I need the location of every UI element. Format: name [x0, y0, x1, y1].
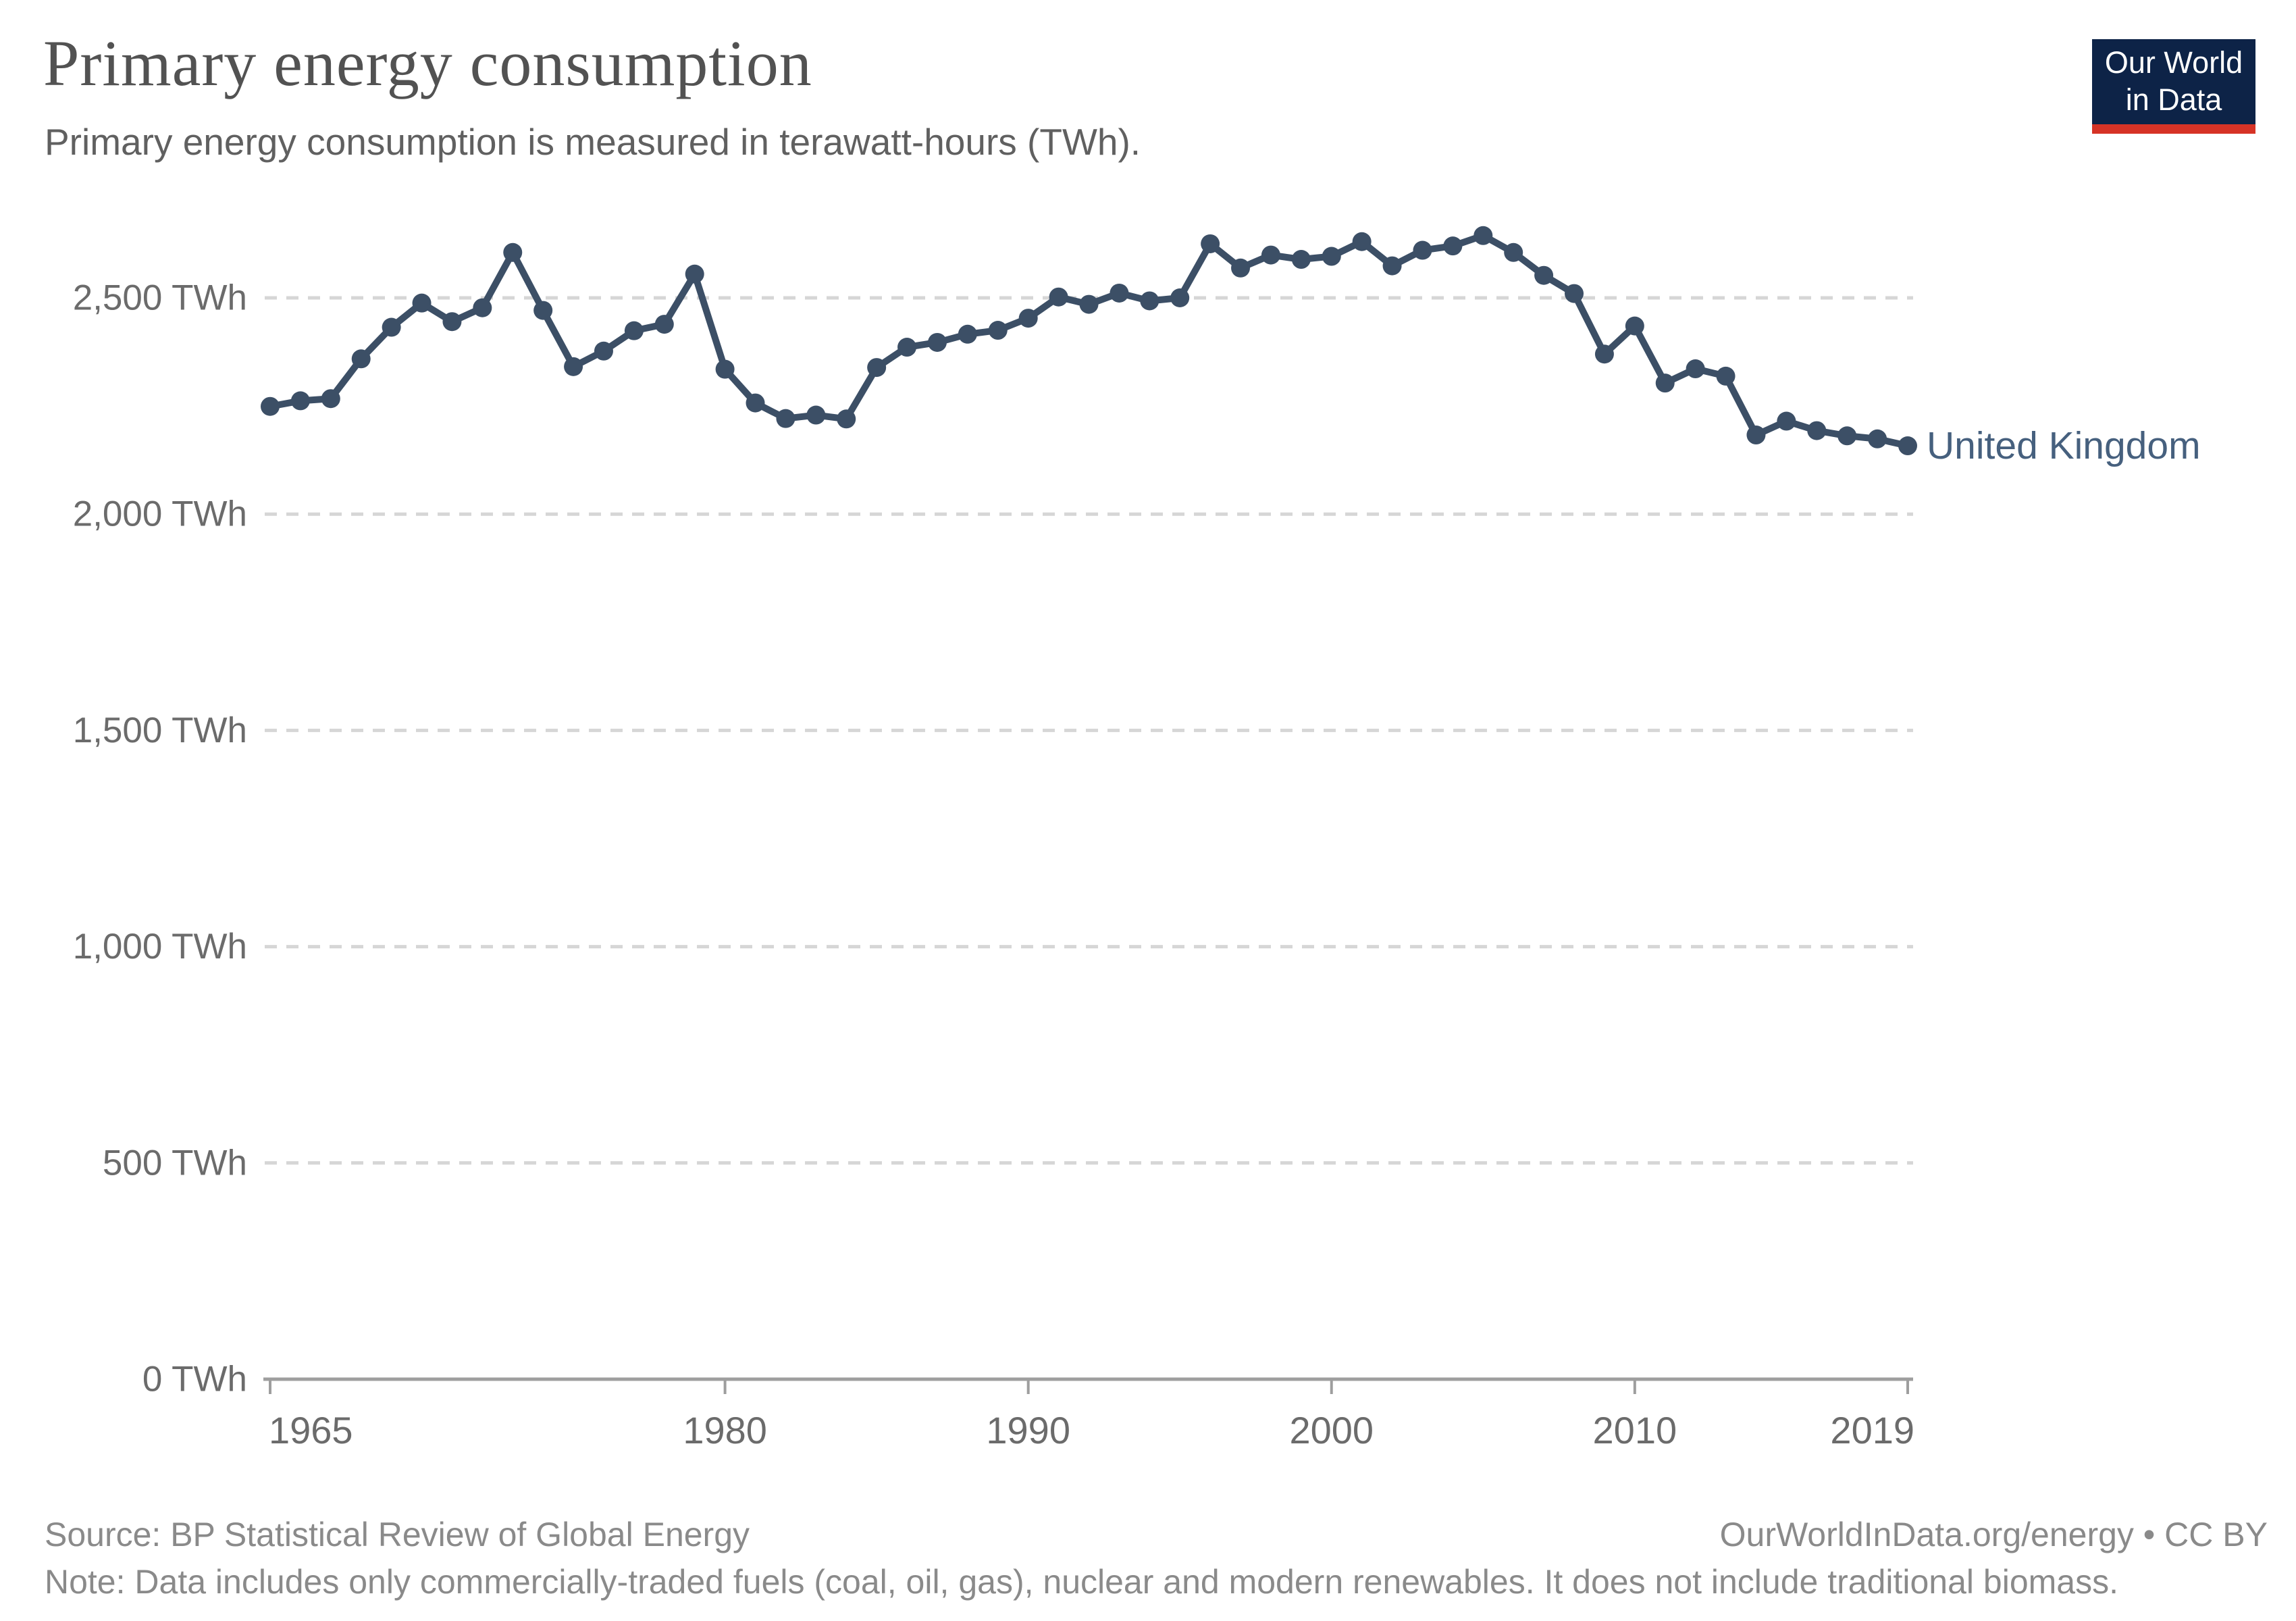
- data-point[interactable]: [1655, 374, 1675, 393]
- data-point[interactable]: [594, 341, 613, 361]
- data-point[interactable]: [776, 409, 795, 428]
- data-point[interactable]: [1868, 429, 1887, 448]
- y-tick-label: 1,500 TWh: [73, 711, 247, 750]
- data-point[interactable]: [1837, 426, 1857, 446]
- data-point[interactable]: [1565, 284, 1584, 303]
- data-point[interactable]: [1382, 256, 1402, 276]
- data-point[interactable]: [321, 389, 340, 409]
- data-point[interactable]: [867, 358, 887, 378]
- data-point[interactable]: [1504, 242, 1523, 262]
- data-point[interactable]: [1352, 232, 1372, 251]
- data-point[interactable]: [654, 315, 674, 334]
- data-point[interactable]: [1261, 245, 1280, 265]
- owid-logo-box: Our World in Data: [2092, 39, 2255, 124]
- owid-logo-line2: in Data: [2125, 82, 2222, 117]
- data-point[interactable]: [1413, 240, 1432, 260]
- owid-logo-redbar: [2092, 124, 2255, 134]
- y-tick-label: 0 TWh: [142, 1360, 247, 1399]
- data-point[interactable]: [1079, 294, 1099, 314]
- data-point[interactable]: [290, 391, 310, 411]
- x-tick-label: 2019: [1830, 1409, 1914, 1451]
- footer-note: Note: Data includes only commercially-tr…: [45, 1563, 2118, 1601]
- x-tick-label: 2010: [1593, 1409, 1677, 1451]
- data-point[interactable]: [1594, 344, 1614, 364]
- data-point[interactable]: [1898, 436, 1917, 456]
- data-point[interactable]: [533, 301, 553, 320]
- data-point[interactable]: [1746, 426, 1766, 445]
- data-point[interactable]: [624, 321, 644, 340]
- data-point[interactable]: [1291, 250, 1311, 269]
- data-point[interactable]: [1110, 283, 1129, 303]
- data-point[interactable]: [1625, 316, 1644, 336]
- owid-logo-line1: Our World: [2104, 45, 2243, 80]
- y-tick-label: 2,500 TWh: [73, 278, 247, 318]
- data-point[interactable]: [1686, 359, 1705, 379]
- data-point[interactable]: [1443, 236, 1463, 256]
- data-point[interactable]: [988, 321, 1008, 340]
- data-point[interactable]: [261, 396, 280, 416]
- data-point[interactable]: [1534, 265, 1554, 285]
- data-point[interactable]: [1049, 287, 1068, 307]
- data-point[interactable]: [1018, 309, 1038, 328]
- footer-credit-link[interactable]: OurWorldInData.org/energy • CC BY: [1719, 1516, 2268, 1553]
- data-point[interactable]: [927, 332, 947, 352]
- data-point[interactable]: [1716, 366, 1736, 386]
- y-tick-label: 2,000 TWh: [73, 494, 247, 534]
- data-point[interactable]: [1807, 421, 1827, 440]
- data-point[interactable]: [685, 264, 704, 284]
- data-point[interactable]: [837, 409, 856, 429]
- data-point[interactable]: [351, 349, 371, 369]
- data-point[interactable]: [442, 312, 462, 332]
- data-point[interactable]: [1170, 288, 1190, 307]
- y-tick-label: 500 TWh: [103, 1143, 247, 1183]
- page-title: Primary energy consumption: [43, 27, 812, 99]
- data-point[interactable]: [1777, 411, 1796, 431]
- data-point[interactable]: [897, 338, 917, 357]
- data-point[interactable]: [1140, 291, 1159, 311]
- data-point[interactable]: [1473, 226, 1493, 245]
- x-tick-label: 1965: [269, 1409, 353, 1451]
- data-point[interactable]: [564, 357, 583, 376]
- data-line-united-kingdom[interactable]: [267, 232, 1911, 450]
- data-point[interactable]: [1201, 234, 1220, 253]
- data-point[interactable]: [715, 359, 735, 379]
- data-point[interactable]: [1322, 247, 1341, 266]
- data-point[interactable]: [806, 405, 826, 425]
- data-point[interactable]: [503, 242, 523, 262]
- data-point[interactable]: [473, 298, 492, 317]
- x-tick-label: 2000: [1289, 1409, 1374, 1451]
- owid-logo[interactable]: Our World in Data: [2092, 39, 2255, 134]
- series-label[interactable]: United Kingdom: [1927, 424, 2201, 467]
- data-point[interactable]: [746, 393, 765, 413]
- y-tick-label: 1,000 TWh: [73, 927, 247, 967]
- data-point[interactable]: [1231, 258, 1251, 278]
- x-tick-label: 1990: [986, 1409, 1070, 1451]
- data-point[interactable]: [958, 324, 977, 344]
- footer-source: Source: BP Statistical Review of Global …: [45, 1516, 750, 1553]
- data-point[interactable]: [412, 293, 432, 313]
- x-tick-label: 1980: [683, 1409, 767, 1451]
- data-point[interactable]: [382, 317, 401, 337]
- page-subtitle: Primary energy consumption is measured i…: [45, 121, 1141, 163]
